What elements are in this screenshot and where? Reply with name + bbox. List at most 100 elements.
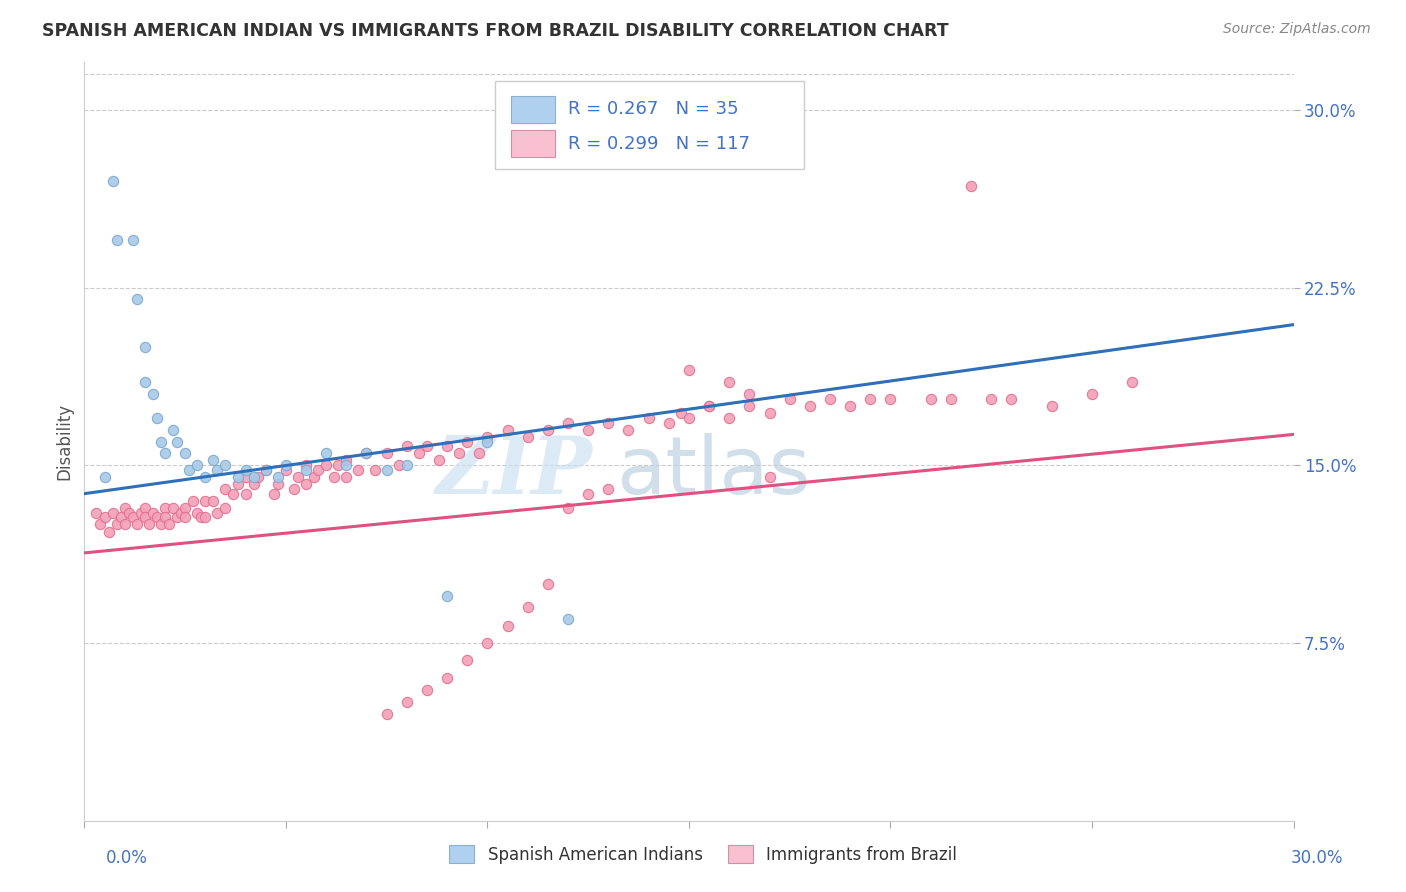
Point — [315, 446, 337, 460]
Point — [697, 399, 720, 413]
Point — [516, 600, 538, 615]
Point — [186, 506, 208, 520]
Point — [121, 233, 143, 247]
Point — [179, 463, 201, 477]
Point — [477, 434, 499, 449]
Point — [335, 470, 357, 484]
Point — [166, 510, 188, 524]
Point — [557, 612, 579, 626]
Point — [516, 430, 538, 444]
Point — [146, 510, 169, 524]
Point — [93, 470, 115, 484]
Point — [153, 446, 176, 460]
Point — [375, 706, 398, 721]
Point — [202, 453, 225, 467]
Point — [295, 463, 318, 477]
Point — [395, 695, 418, 709]
Point — [153, 500, 176, 515]
Point — [328, 458, 350, 473]
Point — [576, 486, 599, 500]
Point — [315, 458, 337, 473]
Point — [118, 506, 141, 520]
Point — [395, 439, 418, 453]
Point — [427, 453, 450, 467]
Point — [859, 392, 882, 406]
Point — [295, 477, 318, 491]
Point — [246, 470, 269, 484]
Point — [375, 463, 398, 477]
Text: SPANISH AMERICAN INDIAN VS IMMIGRANTS FROM BRAZIL DISABILITY CORRELATION CHART: SPANISH AMERICAN INDIAN VS IMMIGRANTS FR… — [42, 22, 949, 40]
Point — [235, 470, 257, 484]
Point — [718, 376, 741, 390]
Point — [758, 406, 780, 420]
Point — [146, 410, 169, 425]
Point — [576, 423, 599, 437]
Point — [274, 458, 297, 473]
Point — [839, 399, 862, 413]
Point — [194, 470, 217, 484]
Point — [254, 463, 277, 477]
Point — [436, 672, 458, 686]
Point — [162, 423, 184, 437]
Text: R = 0.267   N = 35: R = 0.267 N = 35 — [568, 101, 738, 119]
Point — [214, 500, 236, 515]
Point — [222, 486, 245, 500]
Text: ZIP: ZIP — [436, 434, 592, 510]
Point — [335, 458, 357, 473]
Point — [302, 470, 325, 484]
Point — [134, 340, 156, 354]
Point — [114, 500, 136, 515]
Point — [617, 423, 640, 437]
Point — [449, 446, 471, 460]
Point — [557, 500, 579, 515]
Text: Source: ZipAtlas.com: Source: ZipAtlas.com — [1223, 22, 1371, 37]
Point — [105, 517, 128, 532]
Point — [125, 517, 148, 532]
Point — [174, 510, 197, 524]
Point — [557, 416, 579, 430]
Point — [477, 636, 499, 650]
Point — [658, 416, 681, 430]
Point — [274, 463, 297, 477]
Point — [456, 434, 478, 449]
Point — [1040, 399, 1063, 413]
Point — [416, 439, 439, 453]
Y-axis label: Disability: Disability — [55, 403, 73, 480]
Point — [194, 510, 217, 524]
Point — [678, 410, 700, 425]
Point — [110, 510, 132, 524]
Point — [356, 446, 378, 460]
Point — [697, 399, 720, 413]
Point — [214, 482, 236, 496]
Point — [194, 493, 217, 508]
Point — [1081, 387, 1104, 401]
Point — [598, 416, 620, 430]
Point — [134, 500, 156, 515]
Point — [235, 463, 257, 477]
Point — [718, 410, 741, 425]
Point — [416, 683, 439, 698]
Point — [496, 423, 519, 437]
Point — [101, 174, 124, 188]
Point — [170, 506, 193, 520]
Point — [207, 463, 229, 477]
FancyBboxPatch shape — [512, 95, 555, 123]
Point — [149, 434, 172, 449]
Point — [456, 652, 478, 666]
Point — [89, 517, 111, 532]
Point — [174, 446, 197, 460]
Point — [138, 517, 160, 532]
Point — [153, 510, 176, 524]
Point — [335, 453, 357, 467]
Point — [496, 619, 519, 633]
Point — [375, 446, 398, 460]
Point — [307, 463, 329, 477]
Point — [97, 524, 120, 539]
Point — [162, 500, 184, 515]
Point — [678, 363, 700, 377]
Point — [738, 399, 761, 413]
Point — [295, 458, 318, 473]
Point — [1121, 376, 1143, 390]
Point — [1000, 392, 1022, 406]
Text: R = 0.299   N = 117: R = 0.299 N = 117 — [568, 135, 749, 153]
